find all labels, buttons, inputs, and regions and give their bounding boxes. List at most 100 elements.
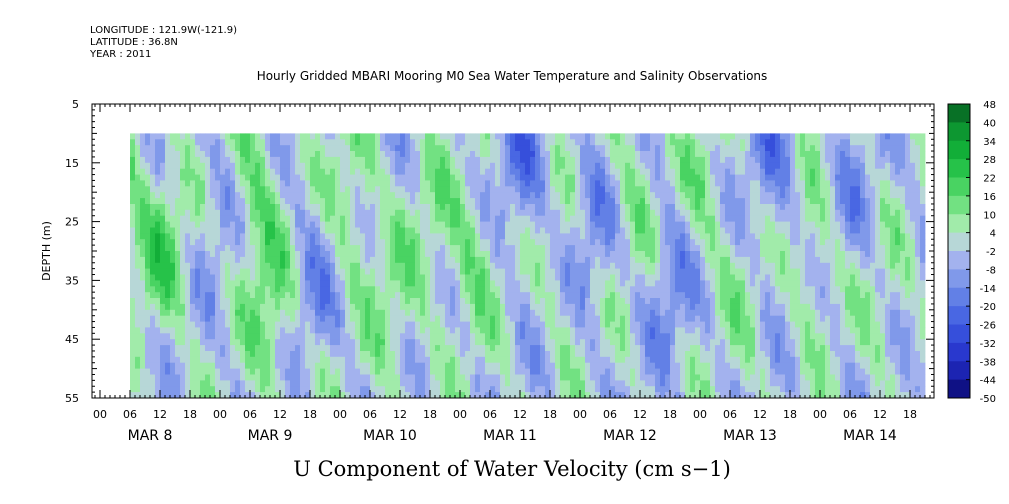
heatmap-cell: [460, 392, 466, 399]
heatmap-cell: [220, 286, 226, 293]
heatmap-cell: [665, 151, 671, 158]
heatmap-cell: [605, 251, 611, 258]
heatmap-cell: [225, 186, 231, 193]
heatmap-cell: [385, 168, 391, 175]
heatmap-cell: [285, 215, 291, 222]
heatmap-cell: [565, 133, 571, 140]
heatmap-cell: [520, 162, 526, 170]
heatmap-cell: [150, 292, 156, 299]
heatmap-cell: [405, 209, 411, 217]
heatmap-cell: [435, 209, 441, 217]
heatmap-cell: [310, 251, 316, 258]
heatmap-cell: [465, 198, 471, 205]
heatmap-cell: [325, 186, 331, 193]
heatmap-cell: [370, 221, 376, 228]
heatmap-cell: [620, 139, 626, 146]
heatmap-cell: [190, 133, 196, 140]
heatmap-cell: [340, 315, 346, 322]
heatmap-cell: [545, 392, 551, 399]
heatmap-cell: [660, 186, 666, 193]
heatmap-cell: [320, 239, 326, 246]
heatmap-cell: [370, 333, 376, 340]
heatmap-cell: [515, 215, 521, 222]
heatmap-cell: [565, 374, 571, 381]
heatmap-cell: [650, 215, 656, 222]
heatmap-cell: [660, 292, 666, 299]
heatmap-cell: [290, 333, 296, 340]
heatmap-cell: [495, 180, 501, 187]
heatmap-cell: [365, 374, 371, 381]
heatmap-cell: [565, 274, 571, 281]
heatmap-cell: [335, 292, 341, 299]
heatmap-cell: [490, 286, 496, 293]
heatmap-cell: [565, 386, 571, 393]
heatmap-cell: [495, 162, 501, 170]
heatmap-cell: [420, 251, 426, 258]
heatmap-cell: [550, 262, 556, 270]
heatmap-cell: [235, 356, 241, 364]
heatmap-cell: [650, 251, 656, 258]
heatmap-cell: [285, 239, 291, 246]
heatmap-cell: [145, 392, 151, 399]
heatmap-cell: [280, 303, 286, 311]
heatmap-cell: [440, 156, 446, 164]
heatmap-cell: [600, 392, 606, 399]
heatmap-cell: [640, 368, 646, 375]
heatmap-cell: [485, 209, 491, 217]
heatmap-cell: [240, 251, 246, 258]
heatmap-cell: [370, 262, 376, 270]
heatmap-cell: [165, 327, 171, 334]
heatmap-cell: [255, 168, 261, 175]
heatmap-cell: [275, 280, 281, 287]
heatmap-cell: [160, 303, 166, 311]
heatmap-cell: [240, 204, 246, 211]
heatmap-cell: [350, 274, 356, 281]
heatmap-cell: [650, 233, 656, 240]
heatmap-cell: [355, 386, 361, 393]
heatmap-cell: [390, 204, 396, 211]
heatmap-cell: [445, 362, 451, 369]
heatmap-cell: [410, 374, 416, 381]
heatmap-cell: [530, 156, 536, 164]
heatmap-cell: [135, 345, 141, 352]
heatmap-cell: [460, 351, 466, 358]
heatmap-cell: [335, 268, 341, 275]
heatmap-cell: [410, 198, 416, 205]
heatmap-cell: [520, 386, 526, 393]
heatmap-cell: [145, 274, 151, 281]
heatmap-cell: [365, 251, 371, 258]
heatmap-cell: [475, 168, 481, 175]
heatmap-cell: [255, 303, 261, 311]
heatmap-cell: [525, 168, 531, 175]
heatmap-cell: [260, 221, 266, 228]
heatmap-cell: [365, 198, 371, 205]
heatmap-cell: [390, 162, 396, 170]
heatmap-cell: [225, 333, 231, 340]
heatmap-cell: [200, 292, 206, 299]
heatmap-cell: [320, 268, 326, 275]
heatmap-cell: [560, 215, 566, 222]
heatmap-cell: [265, 268, 271, 275]
heatmap-cell: [385, 145, 391, 152]
heatmap-cell: [300, 298, 306, 305]
heatmap-cell: [570, 315, 576, 322]
heatmap-cell: [655, 303, 661, 311]
heatmap-cell: [535, 209, 541, 217]
heatmap-cell: [195, 192, 201, 199]
heatmap-cell: [430, 392, 436, 399]
heatmap-cell: [530, 168, 536, 175]
heatmap-cell: [155, 339, 161, 346]
heatmap-cell: [260, 139, 266, 146]
heatmap-cell: [305, 292, 311, 299]
heatmap-cell: [355, 262, 361, 270]
heatmap-cell: [385, 198, 391, 205]
heatmap-cell: [630, 321, 636, 328]
heatmap-cell: [235, 327, 241, 334]
heatmap-cell: [475, 209, 481, 217]
heatmap-cell: [605, 239, 611, 246]
heatmap-cell: [555, 286, 561, 293]
heatmap-cell: [545, 374, 551, 381]
heatmap-cell: [305, 192, 311, 199]
heatmap-cell: [465, 327, 471, 334]
heatmap-cell: [410, 392, 416, 399]
